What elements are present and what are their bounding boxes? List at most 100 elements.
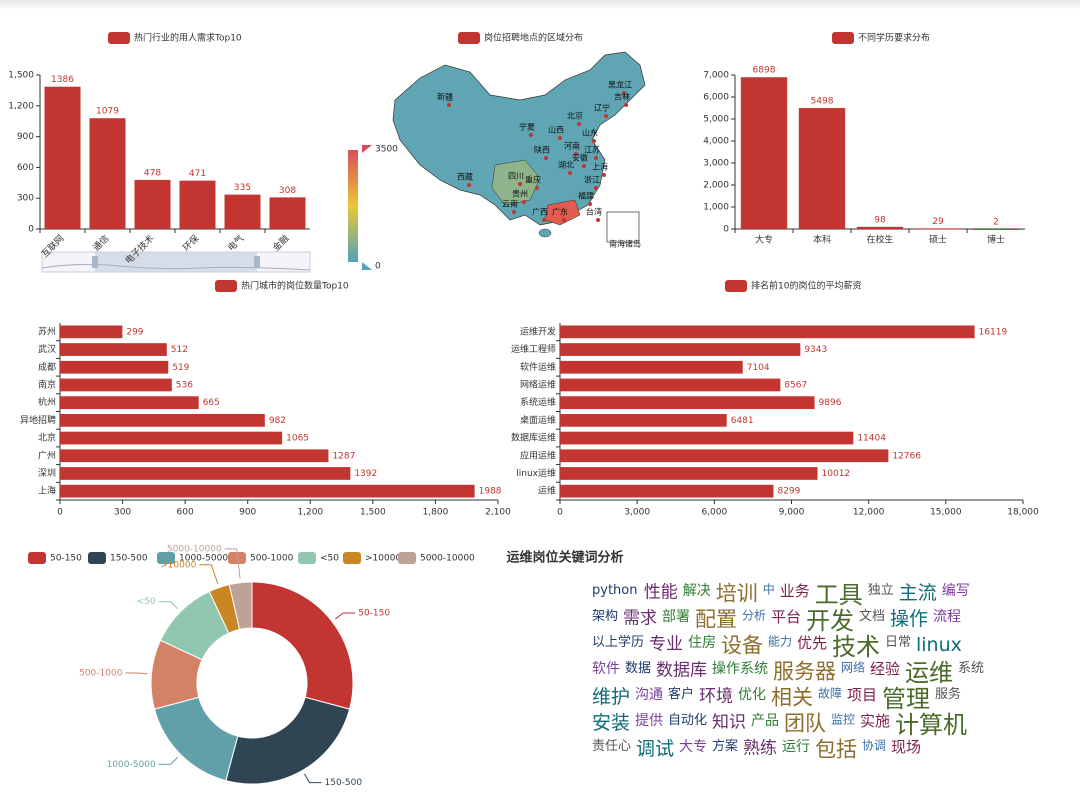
map-point <box>529 133 533 137</box>
map-point <box>582 164 586 168</box>
region-label: 上海 <box>592 162 608 172</box>
x-tick-label: 0 <box>557 508 563 518</box>
pie-leader <box>158 756 179 765</box>
value-label: 16119 <box>979 327 1008 337</box>
map-point <box>594 186 598 190</box>
y-tick-label: 数据库运维 <box>511 432 556 444</box>
legend-swatch <box>298 552 316 564</box>
value-label: 98 <box>874 215 886 225</box>
x-tick-label: 9,000 <box>779 508 805 518</box>
map-point <box>544 156 548 160</box>
map-point <box>604 114 608 118</box>
keyword: 能力 <box>768 635 792 649</box>
region-label: 山东 <box>582 128 598 138</box>
keyword: 设备 <box>721 634 763 658</box>
keyword: 项目 <box>847 686 877 704</box>
y-tick-label: 运维工程师 <box>511 343 556 355</box>
legend-swatch <box>458 32 480 44</box>
value-label: 335 <box>234 183 251 193</box>
bar <box>560 360 743 374</box>
keyword: 配置 <box>695 608 737 632</box>
visualmap-bar <box>348 150 358 262</box>
region-label: 河南 <box>564 141 580 151</box>
keyword: linux <box>916 634 962 656</box>
region-label: 江苏 <box>584 145 600 155</box>
bar <box>60 343 167 356</box>
bar <box>560 343 801 356</box>
bar <box>44 86 81 229</box>
y-tick-label: 900 <box>17 132 34 142</box>
y-tick-label: 运维 <box>538 485 556 497</box>
bar <box>560 449 889 463</box>
value-label: 1392 <box>354 469 377 479</box>
keyword: 软件 <box>592 661 620 677</box>
region-label: 宁夏 <box>519 122 535 132</box>
value-label: 519 <box>172 363 189 373</box>
region-label: 吉林 <box>614 92 630 102</box>
value-label: 6898 <box>753 66 776 76</box>
keyword: 提供 <box>635 713 663 729</box>
region-label: 重庆 <box>525 175 541 185</box>
value-label: 12766 <box>892 451 921 461</box>
keyword: 文档 <box>859 609 885 624</box>
x-tick-label: 大专 <box>755 234 773 246</box>
region-label: 广东 <box>552 207 568 217</box>
top-bar <box>0 0 1080 10</box>
y-tick-label: 0 <box>723 225 729 235</box>
keyword: 数据库 <box>656 661 707 681</box>
pie-label: 5000-10000 <box>167 544 222 554</box>
keyword: 责任心 <box>592 739 631 754</box>
value-label: 982 <box>269 416 286 426</box>
bar <box>60 378 172 392</box>
x-tick-label: 金融 <box>270 232 291 253</box>
map-point <box>522 200 526 204</box>
x-tick-label: 1,500 <box>360 508 386 518</box>
keyword: 系统 <box>958 661 984 676</box>
map-point <box>558 136 562 140</box>
pie-slice <box>225 696 351 785</box>
keyword: 住房 <box>688 635 716 651</box>
value-label: 665 <box>203 398 220 408</box>
x-tick-label: 3,000 <box>624 508 650 518</box>
keyword: 数据 <box>625 661 651 676</box>
keyword: 网络 <box>841 660 865 675</box>
region-label: 湖北 <box>558 161 574 170</box>
keyword: 性能 <box>644 583 678 603</box>
x-tick-label: 电气 <box>225 232 246 253</box>
y-tick-label: 7,000 <box>703 71 729 81</box>
pie-label: 1000-5000 <box>107 760 156 770</box>
legend-swatch <box>228 552 246 564</box>
legend-label: 不同学历要求分布 <box>858 32 930 44</box>
value-label: 536 <box>176 380 193 390</box>
keyword: 自动化 <box>668 713 707 728</box>
legend-label: >10000 <box>365 554 401 564</box>
keyword: 环境 <box>699 687 733 707</box>
y-tick-label: linux运维 <box>516 467 556 479</box>
x-tick-label: 900 <box>239 508 256 518</box>
map-point <box>624 103 628 107</box>
value-label: 1988 <box>479 487 502 497</box>
visualmap-max: 3500 <box>375 145 398 155</box>
region-label: 陕西 <box>534 145 550 155</box>
keyword: 安装 <box>592 712 630 734</box>
y-tick-label: 南京 <box>38 378 56 390</box>
y-tick-label: 软件运维 <box>520 361 556 373</box>
y-tick-label: 6,000 <box>703 93 729 103</box>
bar <box>224 194 261 229</box>
keyword: 监控 <box>831 713 855 727</box>
y-tick-label: 上海 <box>38 485 56 497</box>
keyword: 调试 <box>636 738 674 760</box>
value-label: 8567 <box>784 380 807 390</box>
legend-label: 50-150 <box>50 554 82 564</box>
map-point <box>562 218 566 222</box>
bar <box>914 228 962 230</box>
legend-swatch <box>725 280 747 292</box>
value-label: 1065 <box>286 434 309 444</box>
bar <box>89 118 126 229</box>
value-label: 308 <box>279 186 296 196</box>
legend-label: 热门城市的岗位数量Top10 <box>241 280 349 292</box>
y-tick-label: 3,000 <box>703 159 729 169</box>
pie-leader <box>334 612 356 620</box>
y-tick-label: 苏州 <box>38 325 56 337</box>
map-point <box>535 186 539 190</box>
